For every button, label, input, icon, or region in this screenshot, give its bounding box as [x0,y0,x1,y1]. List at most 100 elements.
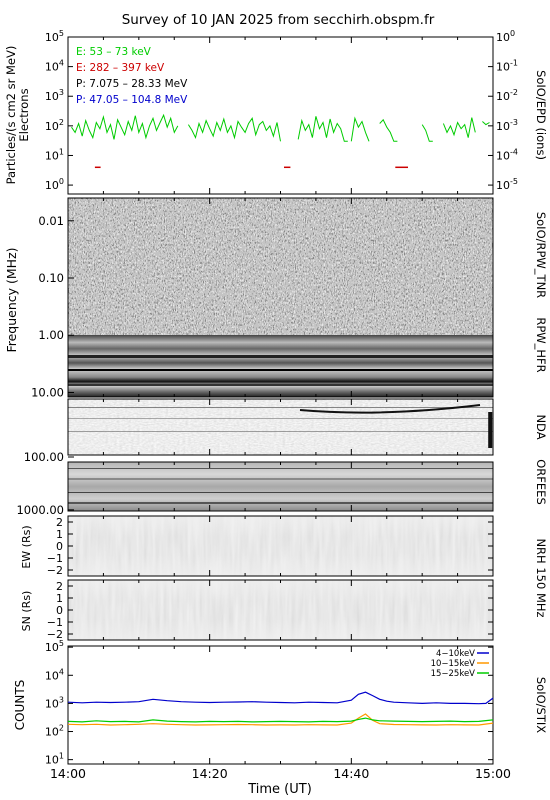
time-axis-labels: 14:00 14:20 14:40 15:00 [50,766,511,781]
orfees-tick-label: 1000.00 [16,503,64,517]
rpw-tnr-label: SoIO/RPW_TNR [534,212,548,298]
stix-series-0 [67,691,494,705]
nrh-tick-label: 1 [56,528,63,541]
rpw-panel: 0.01 0.10 1.00 10.00 Frequency (MHz) SoIO/R… [4,197,548,399]
epd-legend: E: 53 – 73 keV E: 282 – 397 keV P: 7.075… [76,46,188,106]
nrh-tick-label: −1 [47,552,63,565]
nrh-label: NRH 150 MHz [534,538,548,617]
rpw-hfr-label: RPW_HFR [534,317,548,372]
epd-legend-p-high: P: 47.05 – 104.8 MeV [76,94,188,106]
stix-series-1 [67,713,494,726]
nda-burst [488,412,493,448]
stix-series-group [67,691,494,726]
rpw-ticks: 0.01 0.10 1.00 10.00 [31,214,74,399]
stix-series-2 [67,717,494,723]
epd-right-tick-label: 100 [496,29,515,44]
stix-tick-label: 104 [45,667,64,682]
time-tick-label: 14:00 [50,766,86,781]
epd-left-tick-label: 105 [45,29,64,44]
stix-right-label: SoIO/STIX [534,677,548,733]
epd-series-0-segment-0 [71,113,179,140]
nrh-tick-label: 0 [56,604,63,617]
epd-right-label: SoIO/EPD (ions) [534,70,548,160]
rpw-tick-label: 1.00 [38,328,64,342]
nda-panel: NDA [67,398,548,456]
stix-tick-label: 102 [45,724,64,739]
time-tick-label: 15:00 [475,766,511,781]
stix-panel: 101 102 103 104 105 4−10keV 10−15keV 15−25ke… [13,639,548,766]
stix-tick-label: 105 [45,639,64,654]
nrh-tick-label: 2 [56,516,63,529]
nda-spectrogram [68,399,493,455]
epd-left-tick-label: 100 [45,177,64,192]
orfees-label: ORFEES [534,459,548,505]
epd-series-0-segment-5 [421,124,433,142]
nrh-ew-panel: 210−1−2 EW (Rs) [20,515,494,577]
epd-series-0-segment-6 [442,117,476,138]
time-tick-label: 14:40 [333,766,369,781]
nda-streaks [68,407,493,432]
epd-series-0-segment-4 [379,118,398,142]
stix-legend-high: 15−25keV [431,669,476,679]
epd-legend-e-high: E: 282 – 397 keV [76,62,165,74]
epd-series-0-segment-2 [297,116,348,142]
figure-title: Survey of 10 JAN 2025 from secchirh.obsp… [122,12,435,28]
rpw-tick-label: 10.00 [31,385,64,399]
orfees-bands [68,468,493,504]
nrh-ew-ticks: 210−1−2 [47,516,493,577]
epd-left-tick-label: 104 [45,59,64,74]
epd-left-tick-label: 101 [45,147,64,162]
epd-right-tick-label: 10-5 [496,177,518,192]
stix-ticks: 101 102 103 104 105 [45,639,493,767]
nrh-sn-ylabel: SN (Rs) [20,591,33,632]
stix-tick-label: 103 [45,695,64,710]
nrh-ew-ylabel: EW (Rs) [20,525,33,568]
nrh-tick-label: 0 [56,540,63,553]
time-tick-label: 14:20 [192,766,228,781]
epd-right-tick-label: 10-1 [496,59,518,74]
x-axis-title: Time (UT) [247,782,312,797]
frequency-low-ticks: 100.00 1000.00 [16,450,74,517]
stix-ylabel: COUNTS [13,680,27,731]
nrh-tick-label: 2 [56,580,63,593]
epd-right-tick-label: 10-4 [496,147,518,162]
epd-series-0-segment-3 [350,116,370,142]
rpw-hfr-spectrogram [68,335,493,397]
epd-right-tick-label: 10-2 [496,88,518,103]
rpw-tnr-spectrogram [68,198,493,335]
epd-series-group [71,113,490,169]
nrh-tick-label: −1 [47,616,63,629]
rpw-hfr-bands [68,355,493,386]
rpw-ylabel: Frequency (MHz) [4,247,19,352]
nda-drifting-trace [299,404,481,414]
epd-left-tick-label: 102 [45,118,64,133]
nrh-tick-label: −2 [47,628,63,641]
stix-legend-mid: 10−15keV [431,659,476,669]
epd-left-tick-label: 103 [45,88,64,103]
orfees-tick-label: 100.00 [24,450,64,464]
time-axis-ticks [67,37,494,764]
epd-plot-frame [67,36,494,195]
rpw-tick-label: 0.01 [38,214,64,228]
epd-right-ticks: 10-5 10-4 10-3 10-2 10-1 100 [488,29,518,192]
epd-series-0-segment-1 [187,117,281,142]
epd-series-0-segment-7 [482,121,490,126]
stix-legend: 4−10keV 10−15keV 15−25keV [431,649,489,679]
stix-plot-frame [67,645,494,765]
rpw-tick-label: 0.10 [38,271,64,285]
nrh-tick-label: −2 [47,564,63,577]
epd-ylabel-sub: Electrons [17,88,31,141]
epd-ylabel: Particles/(s cm2 sr MeV) [4,46,18,185]
stix-legend-low: 4−10keV [436,649,475,659]
nda-label: NDA [534,414,548,439]
stix-tick-label: 101 [45,752,64,767]
nrh-sn-ticks: 210−1−2 [47,580,493,641]
epd-legend-p-low: P: 7.075 – 28.33 MeV [76,78,188,90]
orfees-panel: 100.00 1000.00 ORFEES [16,450,548,517]
epd-right-tick-label: 10-3 [496,118,518,133]
nrh-tick-label: 1 [56,592,63,605]
epd-legend-e-low: E: 53 – 73 keV [76,46,152,58]
nrh-sn-panel: 210−1−2 SN (Rs) NRH 150 MHz [20,538,548,641]
